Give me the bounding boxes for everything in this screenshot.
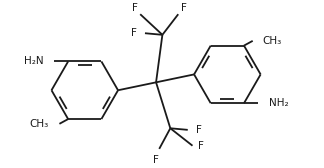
Text: CH₃: CH₃ [30, 119, 49, 129]
Text: F: F [132, 3, 138, 13]
Text: F: F [153, 155, 159, 165]
Text: CH₃: CH₃ [262, 36, 282, 46]
Text: F: F [131, 28, 137, 38]
Text: H₂N: H₂N [24, 56, 43, 67]
Text: F: F [198, 141, 204, 151]
Text: NH₂: NH₂ [269, 98, 288, 108]
Text: F: F [181, 3, 187, 13]
Text: F: F [196, 125, 202, 135]
